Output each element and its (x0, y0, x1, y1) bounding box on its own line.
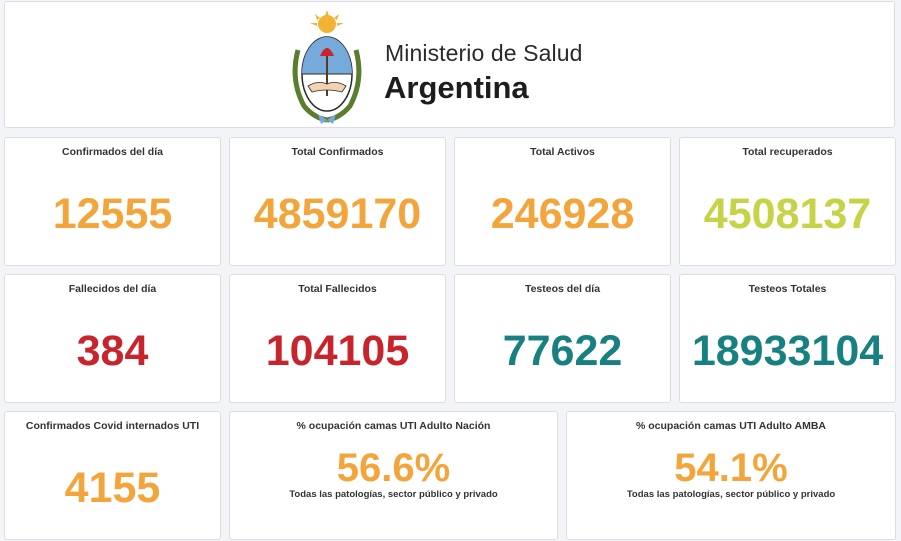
stat-card-ocupacion-amba: % ocupación camas UTI Adulto AMBA 54.1% … (566, 411, 896, 540)
stat-card-total-confirmados: Total Confirmados 4859170 (229, 137, 446, 266)
stat-value: 4155 (64, 464, 161, 512)
stat-value: 104105 (265, 327, 410, 375)
stat-value: 384 (76, 327, 149, 375)
stat-title: Total recuperados (742, 146, 833, 158)
stat-value: 18933104 (691, 327, 884, 375)
stat-card-total-fallecidos: Total Fallecidos 104105 (229, 274, 446, 403)
stat-subtitle: Todas las patologías, sector público y p… (626, 489, 836, 500)
ministry-name: Ministerio de Salud (385, 40, 583, 66)
stat-title: Total Activos (530, 146, 595, 158)
stat-title: Testeos Totales (748, 283, 827, 295)
stat-subtitle: Todas las patologías, sector público y p… (289, 489, 498, 500)
stat-title: Fallecidos del día (68, 283, 157, 295)
stat-card-total-recuperados: Total recuperados 4508137 (679, 137, 896, 266)
stat-value: 77622 (502, 327, 623, 375)
stat-title: Testeos del día (524, 283, 601, 295)
coat-of-arms-icon (292, 10, 362, 124)
stat-value: 56.6% (336, 446, 451, 490)
stat-value: 4859170 (253, 190, 422, 238)
stat-card-internados-uti: Confirmados Covid internados UTI 4155 (4, 411, 221, 540)
stat-card-testeos-totales: Testeos Totales 18933104 (679, 274, 896, 403)
stat-card-fallecidos-dia: Fallecidos del día 384 (4, 274, 221, 403)
stat-card-confirmados-dia: Confirmados del día 12555 (4, 137, 221, 266)
stat-card-total-activos: Total Activos 246928 (454, 137, 671, 266)
stat-card-ocupacion-nacion: % ocupación camas UTI Adulto Nación 56.6… (229, 411, 558, 540)
country-name: Argentina (384, 70, 529, 105)
stat-value: 12555 (52, 190, 173, 238)
stat-title: Confirmados Covid internados UTI (25, 420, 200, 432)
stat-value: 4508137 (703, 190, 872, 238)
stat-title: % ocupación camas UTI Adulto Nación (296, 420, 491, 432)
header-card: Ministerio de Salud Argentina (4, 1, 895, 128)
stat-value: 246928 (490, 190, 635, 238)
stat-title: % ocupación camas UTI Adulto AMBA (636, 420, 826, 432)
stat-title: Confirmados del día (62, 146, 163, 158)
stat-value: 54.1% (674, 446, 788, 490)
stat-title: Total Confirmados (291, 146, 384, 158)
stat-title: Total Fallecidos (298, 283, 377, 295)
stat-card-testeos-dia: Testeos del día 77622 (454, 274, 671, 403)
